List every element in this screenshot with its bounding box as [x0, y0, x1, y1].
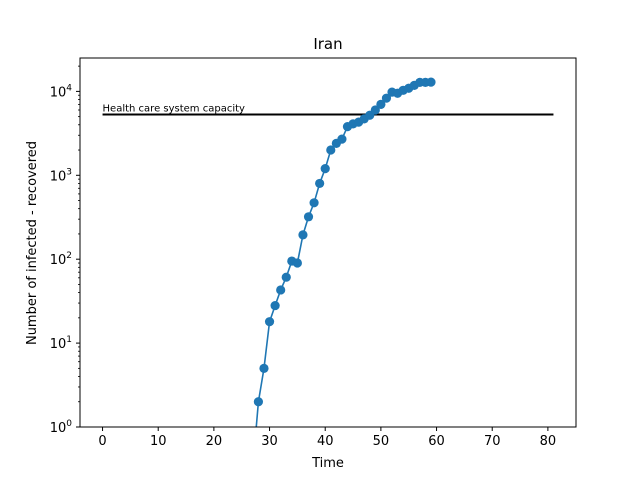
axes-frame [79, 57, 577, 428]
x-tick-label: 80 [540, 434, 557, 449]
axes: 0 10 20 30 40 50 60 70 80 100 101 102 103 104 [50, 57, 577, 449]
y-tick-label: 102 [50, 251, 72, 268]
data-point [309, 198, 319, 208]
y-axis-label: Number of infected - recovered [25, 141, 40, 345]
y-tick-label: 101 [50, 335, 72, 352]
data-point [264, 317, 275, 327]
data-point [326, 145, 336, 155]
x-tick-label: 50 [373, 434, 390, 449]
y-tick-label: 104 [50, 83, 73, 100]
data-point [376, 99, 386, 109]
x-tick-label: 20 [206, 434, 223, 449]
data-point [281, 272, 291, 282]
data-point [337, 134, 347, 144]
x-tick-label: 40 [317, 434, 334, 449]
data-point [276, 285, 286, 295]
data-point [370, 105, 380, 115]
chart-title: Iran [313, 35, 342, 53]
data-point [303, 212, 314, 222]
data-point [298, 230, 308, 240]
data-point [315, 178, 325, 189]
y-tick-label: 103 [50, 167, 72, 184]
x-axis-label: Time [311, 456, 344, 471]
x-tick-label: 60 [428, 434, 445, 449]
data-point [426, 77, 436, 87]
x-tick-label: 70 [484, 434, 501, 449]
y-tick-label: 100 [50, 419, 73, 436]
data-point [292, 258, 302, 268]
capacity-label: Health care system capacity [103, 104, 245, 115]
x-tick-label: 30 [261, 434, 278, 449]
data-point [381, 93, 392, 103]
data-layer [102, 77, 554, 427]
plot-area: Health care system capacity [102, 77, 554, 427]
x-tick-label: 10 [150, 434, 167, 449]
data-point [270, 300, 280, 311]
data-point [320, 164, 330, 174]
data-point [259, 363, 269, 373]
x-tick-label: 0 [98, 434, 106, 449]
data-point [253, 397, 264, 407]
